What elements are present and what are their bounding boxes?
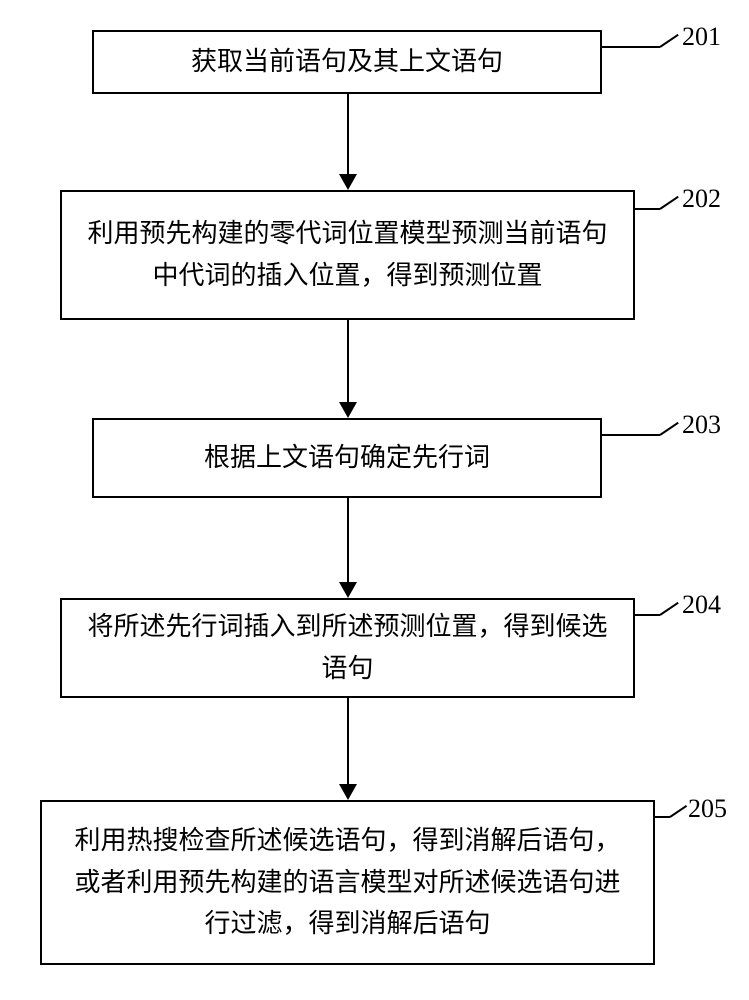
node-text: 利用预先构建的零代词位置模型预测当前语句中代词的插入位置，得到预测位置: [82, 213, 613, 296]
lead-slash: [669, 805, 687, 818]
label-text: 204: [682, 590, 721, 619]
node-text: 根据上文语句确定先行词: [204, 437, 490, 479]
node-label-203: 203: [682, 410, 721, 440]
flow-node-204: 将所述先行词插入到所述预测位置，得到候选语句: [60, 598, 635, 698]
lead-line: [635, 614, 660, 616]
flow-node-201: 获取当前语句及其上文语句: [92, 30, 602, 94]
node-label-204: 204: [682, 590, 721, 620]
lead-line: [602, 46, 660, 48]
flowchart-canvas: 获取当前语句及其上文语句 201 利用预先构建的零代词位置模型预测当前语句中代词…: [0, 0, 749, 1000]
node-text: 利用热搜检查所述候选语句，得到消解后语句，或者利用预先构建的语言模型对所述候选语…: [62, 820, 633, 945]
lead-slash: [659, 196, 678, 210]
arrow-1-2: [347, 94, 349, 190]
flow-node-202: 利用预先构建的零代词位置模型预测当前语句中代词的插入位置，得到预测位置: [60, 190, 635, 320]
arrow-2-3: [347, 320, 349, 418]
label-text: 202: [682, 184, 721, 213]
label-text: 201: [682, 22, 721, 51]
lead-slash: [659, 602, 678, 616]
node-text: 获取当前语句及其上文语句: [191, 41, 503, 83]
lead-line: [602, 434, 660, 436]
lead-slash: [659, 422, 678, 436]
node-label-202: 202: [682, 184, 721, 214]
lead-slash: [659, 34, 678, 48]
node-label-205: 205: [688, 794, 727, 824]
arrow-4-5: [347, 698, 349, 800]
flow-node-205: 利用热搜检查所述候选语句，得到消解后语句，或者利用预先构建的语言模型对所述候选语…: [40, 800, 655, 965]
node-label-201: 201: [682, 22, 721, 52]
lead-line: [635, 208, 660, 210]
node-text: 将所述先行词插入到所述预测位置，得到候选语句: [82, 606, 613, 689]
flow-node-203: 根据上文语句确定先行词: [92, 418, 602, 498]
label-text: 205: [688, 794, 727, 823]
arrow-3-4: [347, 498, 349, 598]
label-text: 203: [682, 410, 721, 439]
lead-line: [655, 816, 670, 818]
